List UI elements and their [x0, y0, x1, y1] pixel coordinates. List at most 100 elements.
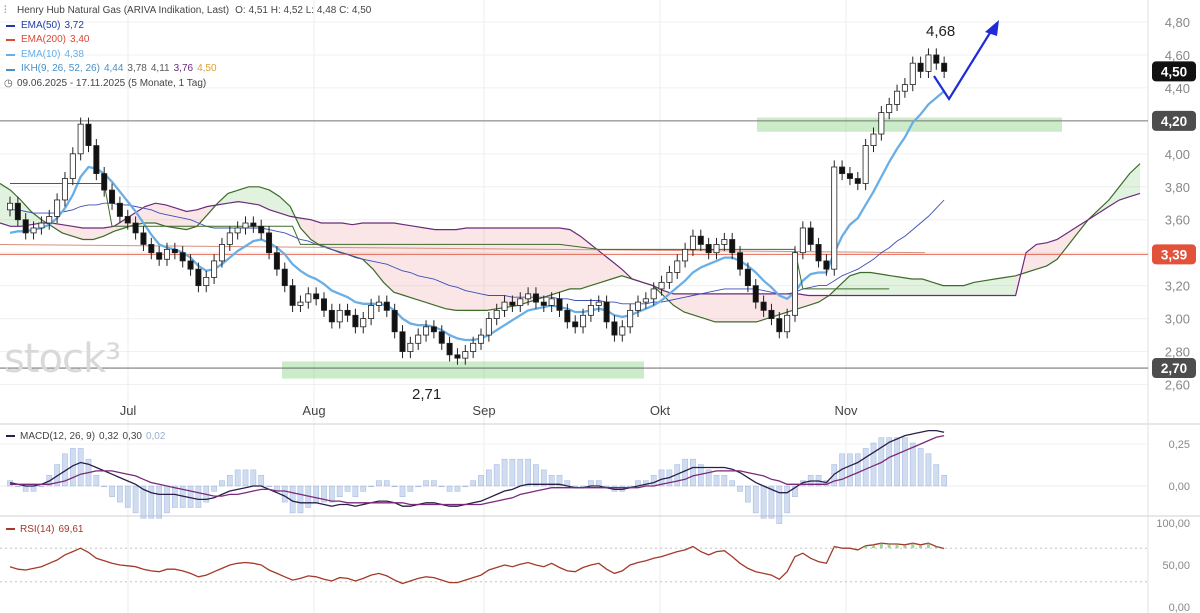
- rsi-panel: 100,00 50,00 0,00: [0, 518, 1190, 613]
- macd-hist-33: [266, 485, 272, 488]
- candle-body-105: [831, 166, 838, 270]
- cloud-segment-77: [798, 293, 809, 309]
- legend-ema50[interactable]: EMA(50) 3,72: [4, 19, 371, 34]
- candle-body-1: [14, 202, 21, 221]
- candle-body-107: [846, 173, 853, 179]
- candle-body-11: [93, 145, 100, 174]
- candle-6: [54, 193, 61, 224]
- macd-hist-100: [792, 485, 798, 498]
- cloud-segment-27: [279, 196, 291, 217]
- macd-hist-24: [195, 485, 202, 508]
- cloud-segment-88: [912, 279, 923, 296]
- candle-body-103: [815, 244, 822, 262]
- candle-body-97: [768, 309, 775, 319]
- candle-body-70: [556, 298, 563, 311]
- candle-body-67: [532, 293, 539, 303]
- cloud-segment-56: [580, 236, 591, 289]
- candle-body-31: [250, 222, 257, 227]
- candle-111: [878, 106, 885, 141]
- cloud-segment-51: [528, 227, 539, 303]
- macd-hist-79: [627, 485, 633, 488]
- macd-hist-108: [854, 453, 861, 487]
- macd-hist-99: [784, 485, 790, 514]
- ema200-label: EMA(200): [21, 34, 67, 46]
- macd-hist-26: [211, 485, 217, 492]
- high-annotation: 4,68: [926, 23, 955, 40]
- candle-57: [454, 348, 461, 365]
- price-badge-bg-1: [1152, 110, 1196, 131]
- candle-body-77: [611, 321, 618, 336]
- candle-3: [30, 221, 37, 240]
- candle-body-73: [580, 314, 587, 328]
- candle-body-53: [423, 326, 430, 336]
- macd-hist-45: [360, 485, 367, 492]
- cloud-segment-32: [331, 223, 342, 253]
- price-badge-0: 4,50: [1152, 61, 1196, 82]
- cloud-segment-39: [404, 224, 415, 299]
- macd-hist-39: [313, 485, 319, 503]
- candle-body-88: [697, 235, 704, 245]
- candle-body-63: [501, 301, 508, 311]
- candle-51: [407, 336, 414, 359]
- legend-ikh[interactable]: IKH(9, 26, 52, 26) 4,44 3,78 4,11 3,76 4…: [4, 62, 371, 77]
- candle-body-7: [61, 178, 68, 201]
- candle-body-75: [595, 301, 602, 306]
- cloud-segment-52: [538, 227, 550, 299]
- macd-hist-4: [38, 485, 45, 488]
- candle-body-65: [517, 298, 524, 306]
- cloud-segment-8: [82, 227, 94, 240]
- cloud-segment-23: [238, 186, 249, 204]
- candle-107: [846, 167, 853, 186]
- candlestick-icon: ⫶: [4, 5, 7, 16]
- price-badge-label-3: 2,70: [1161, 361, 1187, 376]
- candle-body-56: [446, 342, 453, 356]
- low-annotation: 2,71: [412, 386, 441, 403]
- candle-body-55: [438, 331, 445, 344]
- cloud-segment-99: [1026, 244, 1037, 273]
- macd-hist-75: [595, 480, 602, 487]
- price-badge-label-0: 4,50: [1161, 64, 1187, 79]
- candle-body-47: [375, 301, 382, 306]
- cloud-segment-37: [383, 223, 394, 293]
- cloud-span-a: [0, 163, 1141, 323]
- macd-hist-14: [117, 485, 123, 503]
- candle-body-41: [328, 309, 335, 323]
- candle-body-92: [729, 239, 736, 254]
- macd-hist-61: [486, 469, 492, 487]
- price-badge-label-2: 3,39: [1161, 247, 1187, 262]
- candle-110: [870, 127, 877, 153]
- candle-19: [156, 246, 163, 266]
- legend-ema10[interactable]: EMA(10) 4,38: [4, 48, 371, 63]
- macd-value-1: 0,32: [99, 431, 119, 442]
- candle-99: [784, 308, 791, 339]
- price-badge-label-1: 4,20: [1161, 114, 1187, 129]
- candle-body-28: [226, 232, 233, 245]
- x-label-nov: Nov: [834, 403, 858, 418]
- candle-body-13: [109, 189, 116, 204]
- legend-ema200[interactable]: EMA(200) 3,40: [4, 33, 371, 48]
- cloud-segment-57: [590, 244, 602, 286]
- candle-body-72: [572, 321, 579, 328]
- macd-legend[interactable]: MACD(12, 26, 9) 0,32 0,30 0,02: [4, 431, 165, 442]
- macd-hist-119: [941, 474, 947, 487]
- rsi-legend[interactable]: RSI(14) 69,61: [4, 524, 83, 535]
- candle-body-95: [752, 285, 759, 303]
- candle-35: [281, 262, 288, 293]
- candle-98: [776, 312, 783, 339]
- legend-header: ⫶ Henry Hub Natural Gas (ARIVA Indikatio…: [4, 4, 371, 19]
- candle-105: [831, 160, 838, 276]
- candle-119: [941, 56, 948, 79]
- cloud-segment-35: [362, 223, 374, 270]
- candle-body-87: [689, 235, 696, 250]
- macd-hist-44: [352, 485, 359, 498]
- candle-body-8: [69, 153, 76, 179]
- price-badge-2: 3,39: [1152, 244, 1196, 265]
- candle-41: [328, 303, 335, 329]
- candle-73: [580, 308, 587, 334]
- candle-86: [682, 242, 689, 268]
- macd-hist-46: [368, 485, 374, 488]
- candle-44: [352, 308, 359, 334]
- macd-value-3: 0,02: [145, 431, 166, 442]
- candle-85: [674, 254, 681, 280]
